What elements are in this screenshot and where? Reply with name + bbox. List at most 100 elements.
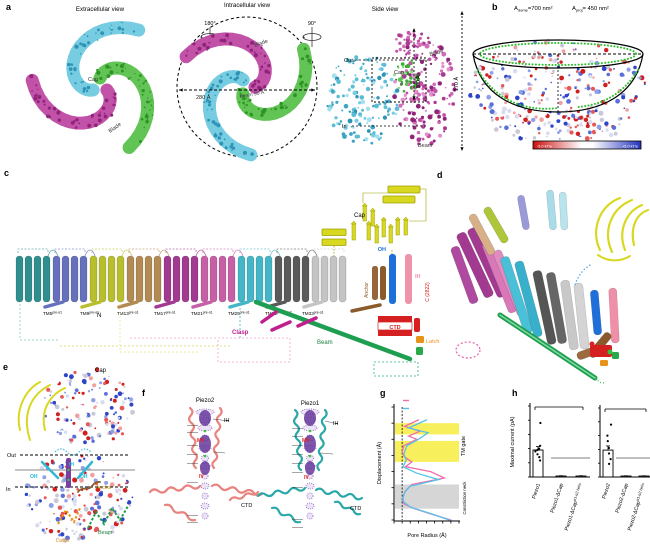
beta-arrowhead: [387, 223, 394, 228]
density-speckle-cyan: [332, 83, 336, 86]
density-speckle: [96, 70, 101, 75]
surface-speckle: [638, 76, 642, 80]
surface-speckle: [636, 76, 639, 79]
surface-speckle: [489, 102, 494, 107]
surface-speckle: [118, 381, 122, 385]
surface-speckle: [536, 51, 540, 54]
density-speckle-cyan: [370, 98, 373, 101]
density-speckle: [211, 120, 216, 124]
density-speckle-magenta: [416, 72, 421, 76]
surface-speckle: [475, 80, 479, 84]
surface-speckle: [58, 431, 63, 436]
density-speckle-cyan: [358, 122, 362, 127]
surface-speckle: [66, 494, 72, 499]
beta-strand: [374, 226, 379, 244]
surface-speckle: [121, 382, 125, 386]
beam-helix: [253, 299, 413, 362]
surface-speckle: [115, 488, 118, 491]
density-speckle-magenta: [421, 52, 424, 55]
surface-speckle: [501, 106, 507, 112]
surface-speckle: [544, 87, 547, 91]
surface-speckle: [531, 117, 536, 123]
surface-speckle: [93, 406, 96, 410]
density-speckle-cyan: [387, 113, 390, 116]
density-speckle: [206, 98, 209, 102]
density-speckle-cyan: [386, 85, 388, 87]
density-speckle-cyan: [350, 126, 353, 128]
density-speckle: [253, 51, 256, 54]
surface-speckle: [577, 78, 581, 82]
surface-speckle: [595, 57, 598, 60]
surface-speckle: [98, 435, 101, 438]
beta-arrowhead: [373, 223, 380, 228]
surface-speckle: [104, 392, 108, 396]
latch-green-box: [416, 347, 423, 355]
pre-helix: [43, 300, 65, 309]
density-speckle-cyan: [364, 137, 369, 142]
density-speckle: [279, 101, 283, 106]
beta-strand: [395, 219, 400, 236]
surface-speckle: [83, 440, 87, 445]
density-speckle: [257, 79, 260, 83]
tm-cylinder: [255, 255, 264, 303]
surface-speckle: [574, 48, 577, 51]
density-speckle: [293, 93, 297, 98]
density-speckle-magenta: [405, 97, 408, 99]
surface-speckle: [552, 131, 556, 135]
surface-speckle: [617, 127, 621, 130]
density-speckle: [43, 103, 46, 106]
tm-cylinder: [98, 255, 107, 303]
density-speckle: [270, 108, 273, 111]
surface-speckle: [58, 533, 61, 537]
data-dot: [539, 421, 542, 425]
density-speckle-green: [396, 65, 399, 68]
surface-speckle: [529, 74, 533, 78]
e-oh-right-label: OH: [80, 474, 88, 480]
surface-speckle: [87, 414, 91, 418]
area-dome-formula: Adome=700 nm²: [514, 6, 553, 12]
surface-speckle: [554, 58, 558, 62]
surface-speckle: [564, 93, 569, 98]
density-speckle-magenta: [428, 91, 434, 97]
surface-speckle: [50, 459, 54, 463]
cap-wire: [362, 192, 388, 203]
linker-dashes: [54, 448, 92, 456]
surface-speckle: [52, 400, 57, 405]
surface-speckle: [534, 99, 538, 103]
surface-speckle: [93, 502, 96, 506]
surface-speckle: [510, 61, 512, 64]
surface-speckle: [102, 405, 108, 411]
density-speckle-cyan: [386, 95, 388, 98]
density-speckle: [120, 69, 124, 73]
surface-speckle: [559, 94, 562, 97]
density-speckle-cyan: [383, 105, 388, 109]
surface-speckle: [583, 117, 589, 123]
arrowhead: [412, 28, 416, 32]
surface-speckle: [59, 472, 64, 477]
area-proj-value: = 450 nm²: [583, 6, 609, 12]
density-speckle-cyan: [371, 116, 375, 120]
surface-speckle: [123, 385, 126, 388]
surface-speckle: [496, 55, 500, 58]
surface-speckle: [39, 525, 42, 529]
density-speckle: [98, 114, 100, 116]
surface-speckle: [87, 390, 91, 393]
surface-speckle: [90, 506, 95, 511]
density-speckle: [222, 38, 227, 43]
density-speckle: [35, 84, 38, 87]
density-speckle: [81, 43, 86, 47]
piezo1-mv-label: MV: [302, 438, 310, 444]
helix-rod: [608, 287, 620, 344]
category-label: Piezo2: [601, 483, 612, 500]
surface-speckle: [91, 411, 96, 416]
surface-speckle: [510, 57, 515, 61]
density-speckle-cyan: [351, 112, 357, 118]
density-speckle: [244, 97, 246, 99]
highlight-band: [395, 423, 459, 435]
surface-speckle: [102, 511, 107, 516]
density-speckle-cyan: [335, 100, 339, 104]
density-speckle: [110, 32, 112, 34]
pore-profile-curve: [401, 419, 452, 521]
density-speckle: [227, 37, 229, 40]
panel-g-label: g: [380, 388, 386, 398]
